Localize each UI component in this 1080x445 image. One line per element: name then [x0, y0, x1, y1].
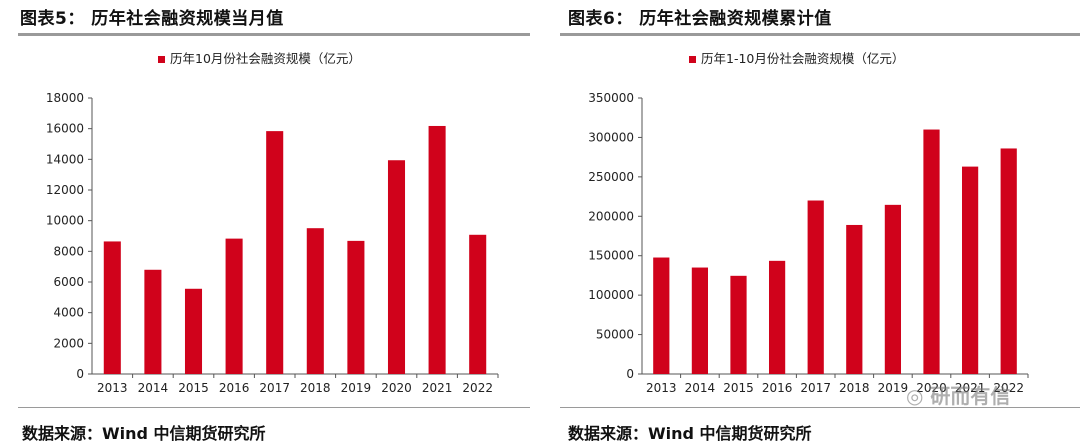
x-tick-label: 2021 — [955, 381, 986, 395]
legend-swatch — [158, 56, 165, 63]
x-tick-label: 2017 — [259, 381, 290, 395]
y-tick-label: 8000 — [53, 244, 84, 258]
bar-2019 — [347, 240, 365, 374]
x-tick-label: 2022 — [993, 381, 1024, 395]
wechat-icon: ◎ — [906, 384, 924, 408]
bar-2018 — [306, 228, 324, 374]
bar-2020 — [923, 129, 940, 374]
x-tick-label: 2019 — [341, 381, 372, 395]
footer-divider — [18, 407, 530, 408]
x-tick-label: 2016 — [219, 381, 250, 395]
figure-title: 图表5： 历年社会融资规模当月值 — [20, 9, 284, 29]
y-tick-label: 250000 — [588, 170, 634, 184]
x-tick-label: 2014 — [138, 381, 169, 395]
x-tick-label: 2013 — [97, 381, 128, 395]
bar-2017 — [266, 131, 284, 374]
bar-2016 — [768, 260, 786, 374]
bar-2021 — [428, 125, 446, 374]
x-tick-label: 2020 — [916, 381, 947, 395]
bar-2021 — [961, 166, 979, 374]
bar-2017 — [807, 200, 824, 374]
chart-panel-left: 图表5： 历年社会融资规模当月值 历年10月份社会融资规模（亿元） 0 2000 40… — [18, 9, 530, 443]
y-tick-label: 200000 — [588, 209, 634, 223]
bar-2022 — [1000, 148, 1017, 374]
x-tick-label: 2018 — [300, 381, 331, 395]
y-tick-label: 10000 — [46, 214, 84, 228]
legend-swatch — [689, 56, 696, 63]
bar-2016 — [225, 238, 243, 374]
bar-2013 — [103, 241, 121, 374]
figure-title: 图表6： 历年社会融资规模累计值 — [568, 9, 832, 29]
y-tick-label: 12000 — [46, 183, 84, 197]
x-tick-label: 2021 — [422, 381, 453, 395]
y-tick-label: 4000 — [53, 306, 84, 320]
watermark: ◎ 研而有信 — [906, 380, 1010, 409]
bar-2014 — [144, 269, 162, 374]
x-tick-label: 2020 — [381, 381, 412, 395]
y-tick-label: 350000 — [588, 91, 634, 105]
x-tick-label: 2018 — [839, 381, 870, 395]
y-tick-label: 6000 — [53, 275, 84, 289]
x-tick-label: 2017 — [800, 381, 831, 395]
x-tick-label: 2015 — [723, 381, 754, 395]
bar-chart-monthly: 历年10月份社会融资规模（亿元） 0 2000 4000 6000 8000 10000 12… — [46, 51, 499, 395]
y-tick-label: 100000 — [588, 288, 634, 302]
y-tick-label: 0 — [626, 367, 634, 381]
x-tick-label: 2014 — [685, 381, 716, 395]
y-tick-label: 0 — [76, 367, 84, 381]
bar-2015 — [730, 275, 747, 374]
title-divider — [560, 33, 1080, 36]
bar-2020 — [387, 160, 406, 374]
x-tick-label: 2015 — [178, 381, 209, 395]
y-tick-label: 2000 — [53, 336, 84, 350]
y-tick-label: 150000 — [588, 249, 634, 263]
footer-divider — [560, 407, 1080, 408]
x-tick-label: 2013 — [646, 381, 677, 395]
y-tick-label: 18000 — [46, 91, 84, 105]
legend-label: 历年1-10月份社会融资规模（亿元） — [701, 51, 904, 66]
legend-label: 历年10月份社会融资规模（亿元） — [170, 51, 361, 66]
y-tick-label: 14000 — [46, 152, 84, 166]
x-tick-label: 2022 — [462, 381, 493, 395]
x-tick-label: 2016 — [762, 381, 793, 395]
watermark-text: 研而有信 — [930, 384, 1011, 408]
bar-2013 — [653, 257, 670, 374]
title-divider — [18, 33, 530, 36]
bar-2014 — [691, 267, 709, 374]
y-tick-label: 300000 — [588, 130, 634, 144]
data-source: 数据来源：Wind 中信期货研究所 — [568, 424, 812, 443]
y-tick-label: 50000 — [596, 328, 634, 342]
x-tick-label: 2019 — [878, 381, 909, 395]
bar-2018 — [846, 224, 863, 374]
bar-chart-cumulative: 历年1-10月份社会融资规模（亿元） 0 50000 100000 150000 2000… — [588, 51, 1029, 395]
data-source: 数据来源：Wind 中信期货研究所 — [22, 424, 266, 443]
bar-2022 — [469, 234, 487, 374]
bar-2019 — [884, 204, 902, 374]
chart-panel-right: 图表6： 历年社会融资规模累计值 历年1-10月份社会融资规模（亿元） 0 5000… — [556, 0, 1080, 445]
y-tick-label: 16000 — [46, 122, 84, 136]
bar-2015 — [184, 288, 203, 374]
